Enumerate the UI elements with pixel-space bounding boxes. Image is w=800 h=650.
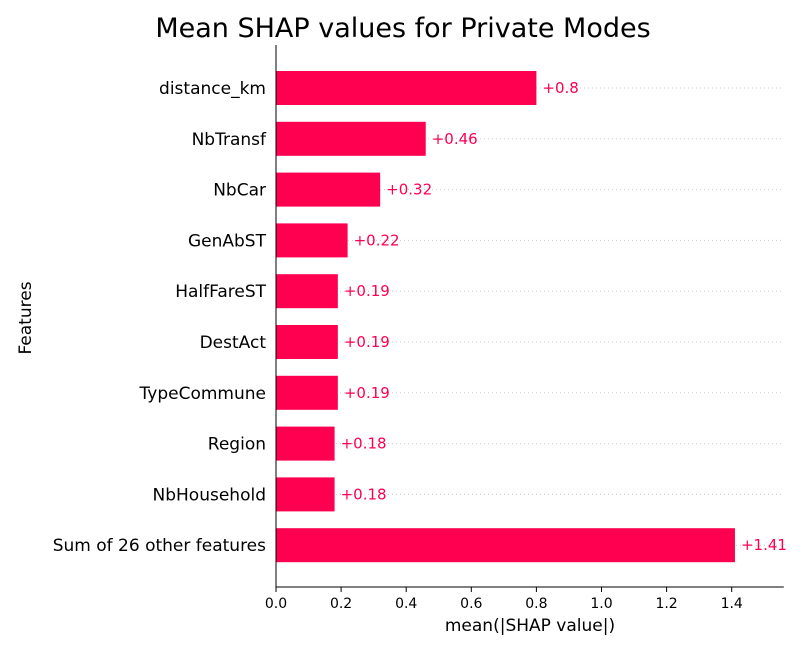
category-label: HalfFareST bbox=[175, 282, 266, 302]
x-tick-label: 0.6 bbox=[460, 596, 482, 612]
category-label: distance_km bbox=[159, 79, 266, 99]
category-label: DestAct bbox=[200, 333, 267, 353]
bar bbox=[276, 274, 338, 309]
x-tick-label: 1.0 bbox=[590, 596, 612, 612]
data-label: +0.19 bbox=[344, 282, 390, 300]
data-label: +0.22 bbox=[354, 231, 400, 249]
bar bbox=[276, 426, 335, 461]
bar bbox=[276, 528, 735, 563]
row-guides bbox=[276, 87, 783, 546]
category-label: GenAbST bbox=[188, 231, 267, 251]
x-tick-label: 0.0 bbox=[265, 596, 287, 612]
data-label: +0.32 bbox=[386, 181, 432, 199]
data-label: +0.8 bbox=[542, 79, 578, 97]
x-tick-label: 1.2 bbox=[655, 596, 677, 612]
data-label: +1.41 bbox=[741, 536, 787, 554]
bar bbox=[276, 375, 338, 410]
data-label: +0.18 bbox=[341, 485, 387, 503]
bar bbox=[276, 71, 537, 105]
x-tick-label: 0.4 bbox=[395, 596, 417, 612]
bar bbox=[276, 121, 426, 156]
category-labels: distance_km NbTransf NbCar GenAbST HalfFareS… bbox=[53, 79, 267, 556]
y-axis-label: Features bbox=[16, 281, 36, 354]
data-label: +0.18 bbox=[341, 435, 387, 453]
data-label: +0.19 bbox=[344, 384, 390, 402]
axes: 0.0 0.2 0.4 0.6 0.8 1.0 1.2 1.4 bbox=[265, 45, 784, 612]
bar bbox=[276, 172, 381, 207]
category-label: NbTransf bbox=[192, 130, 267, 150]
category-label: Region bbox=[208, 435, 266, 455]
x-tick-label: 0.8 bbox=[525, 596, 547, 612]
data-label: +0.19 bbox=[344, 333, 390, 351]
bar bbox=[276, 223, 348, 258]
bar bbox=[276, 325, 338, 359]
category-label: TypeCommune bbox=[139, 384, 266, 404]
value-labels: +0.8 +0.46 +0.32 +0.22 +0.19 +0.19 +0.19 +0.18 +… bbox=[341, 79, 787, 554]
category-label: NbHousehold bbox=[153, 485, 266, 505]
x-tick-label: 0.2 bbox=[330, 596, 352, 612]
category-label: Sum of 26 other features bbox=[53, 536, 266, 556]
x-tick-label: 1.4 bbox=[721, 596, 743, 612]
chart-title: Mean SHAP values for Private Modes bbox=[155, 13, 650, 44]
category-label: NbCar bbox=[213, 181, 266, 201]
data-label: +0.46 bbox=[432, 130, 478, 148]
bar bbox=[276, 477, 335, 512]
x-axis-label: mean(|SHAP value|) bbox=[445, 616, 615, 636]
bars bbox=[276, 71, 735, 563]
